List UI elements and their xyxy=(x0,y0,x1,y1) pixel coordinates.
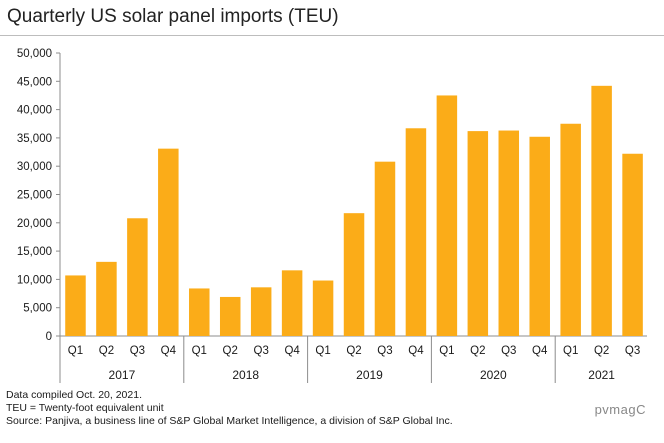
y-tick-label: 40,000 xyxy=(17,105,52,117)
y-tick-label: 25,000 xyxy=(17,190,52,202)
y-tick-label: 15,000 xyxy=(17,246,52,258)
bar-2019-q4 xyxy=(405,128,427,336)
bar-2018-q3 xyxy=(250,287,272,336)
bar-2020-q4 xyxy=(529,136,550,336)
x-tick-label: Q3 xyxy=(130,345,145,357)
year-label-2020: 2020 xyxy=(480,368,507,382)
x-tick-label: Q4 xyxy=(532,345,548,357)
x-tick-label: Q1 xyxy=(68,345,83,357)
bar-2021-q2 xyxy=(591,85,612,336)
bar-2017-q4 xyxy=(158,148,179,336)
x-tick-label: Q3 xyxy=(377,345,392,357)
bar-2018-q4 xyxy=(281,270,303,336)
y-tick-label: 35,000 xyxy=(17,133,52,145)
note-teu: TEU = Twenty-foot equivalent unit xyxy=(6,402,164,414)
x-tick-label: Q2 xyxy=(99,345,114,357)
bar-2018-q1 xyxy=(189,288,210,336)
bar-2020-q2 xyxy=(467,131,489,336)
x-tick-label: Q1 xyxy=(439,345,454,357)
bar-2019-q2 xyxy=(343,213,365,336)
x-tick-label: Q4 xyxy=(408,345,424,357)
y-tick-label: 10,000 xyxy=(17,274,52,286)
x-tick-label: Q3 xyxy=(254,345,269,357)
y-tick-label: 0 xyxy=(46,331,52,343)
x-tick-label: Q4 xyxy=(161,345,177,357)
y-tick-label: 45,000 xyxy=(17,76,52,88)
y-tick-label: 20,000 xyxy=(17,218,52,230)
note-date: Data compiled Oct. 20, 2021. xyxy=(6,389,142,401)
note-source: Source: Panjiva, a business line of S&P … xyxy=(6,415,453,427)
x-tick-label: Q4 xyxy=(284,345,300,357)
bar-2020-q1 xyxy=(436,95,458,336)
bar-2021-q3 xyxy=(622,153,643,336)
bar-2019-q3 xyxy=(374,161,396,336)
x-tick-label: Q1 xyxy=(192,345,207,357)
bar-2019-q1 xyxy=(312,280,334,336)
x-tick-label: Q3 xyxy=(625,345,640,357)
bar-2017-q2 xyxy=(96,261,117,336)
bar-2018-q2 xyxy=(219,296,241,336)
chart-notes: Data compiled Oct. 20, 2021. TEU = Twent… xyxy=(6,389,453,428)
x-tick-label: Q2 xyxy=(594,345,609,357)
bar-2020-q3 xyxy=(498,130,520,336)
x-tick-label: Q3 xyxy=(501,345,516,357)
x-tick-label: Q2 xyxy=(470,345,485,357)
y-tick-label: 30,000 xyxy=(17,161,52,173)
y-tick-label: 50,000 xyxy=(17,48,52,60)
title-divider xyxy=(0,35,664,36)
x-tick-label: Q2 xyxy=(223,345,238,357)
x-tick-label: Q1 xyxy=(563,345,578,357)
bar-2017-q3 xyxy=(127,218,148,336)
year-label-2018: 2018 xyxy=(232,368,259,382)
year-label-2021: 2021 xyxy=(588,368,615,382)
bar-2017-q1 xyxy=(65,275,86,336)
x-tick-label: Q2 xyxy=(346,345,361,357)
chart-title: Quarterly US solar panel imports (TEU) xyxy=(7,6,339,27)
year-label-2017: 2017 xyxy=(109,368,136,382)
watermark-logo: pvmagC xyxy=(594,402,646,417)
x-tick-label: Q1 xyxy=(315,345,330,357)
year-label-2019: 2019 xyxy=(356,368,383,382)
bar-2021-q1 xyxy=(560,123,581,336)
y-tick-label: 5,000 xyxy=(23,303,52,315)
